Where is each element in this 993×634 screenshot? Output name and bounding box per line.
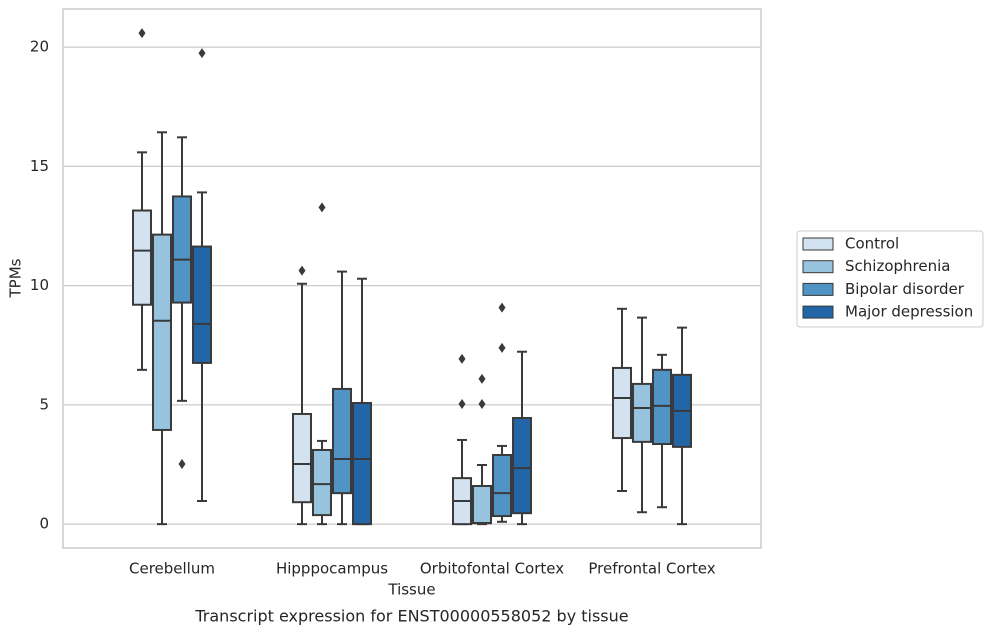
x-axis-label: Tissue: [387, 581, 435, 599]
flier: [458, 353, 466, 364]
y-tick-label: 0: [39, 515, 49, 533]
y-tick-label: 5: [39, 395, 49, 413]
flier: [498, 302, 506, 313]
legend-label: Control: [845, 235, 899, 253]
legend-label: Major depression: [845, 303, 973, 321]
x-tick-label: Cerebellum: [129, 560, 215, 578]
flier: [298, 265, 306, 276]
y-axis-label: TPMs: [7, 258, 25, 298]
box: [192, 245, 212, 364]
legend-label: Bipolar disorder: [845, 280, 965, 298]
box: [512, 417, 532, 515]
flier: [198, 48, 206, 59]
plot-frame: [62, 8, 762, 549]
flier: [318, 202, 326, 213]
box: [492, 453, 512, 518]
y-tick-label: 20: [30, 38, 49, 56]
box: [472, 484, 492, 525]
box: [292, 412, 312, 504]
box: [152, 233, 172, 431]
flier: [138, 28, 146, 39]
y-tick-label: 10: [30, 276, 49, 294]
legend-frame: [796, 230, 984, 328]
box: [132, 209, 152, 306]
legend-swatch: [802, 305, 834, 319]
legend-swatch: [802, 237, 834, 251]
box: [172, 195, 192, 304]
flier: [478, 398, 486, 409]
x-tick-label: Prefrontal Cortex: [588, 560, 715, 578]
box: [632, 382, 652, 443]
y-tick-label: 15: [30, 157, 49, 175]
legend-swatch: [802, 282, 834, 296]
flier: [478, 373, 486, 384]
box: [332, 387, 352, 495]
box: [652, 368, 672, 446]
x-tick-label: Orbitofontal Cortex: [420, 560, 564, 578]
box: [312, 448, 332, 517]
box: [612, 366, 632, 440]
box: [352, 401, 372, 526]
flier: [178, 459, 186, 470]
legend-swatch: [802, 260, 834, 274]
flier: [498, 342, 506, 353]
chart-title: Transcript expression for ENST0000055805…: [194, 607, 628, 626]
legend-label: Schizophrenia: [845, 257, 950, 275]
flier: [458, 398, 466, 409]
x-tick-label: Hipppocampus: [276, 560, 388, 578]
